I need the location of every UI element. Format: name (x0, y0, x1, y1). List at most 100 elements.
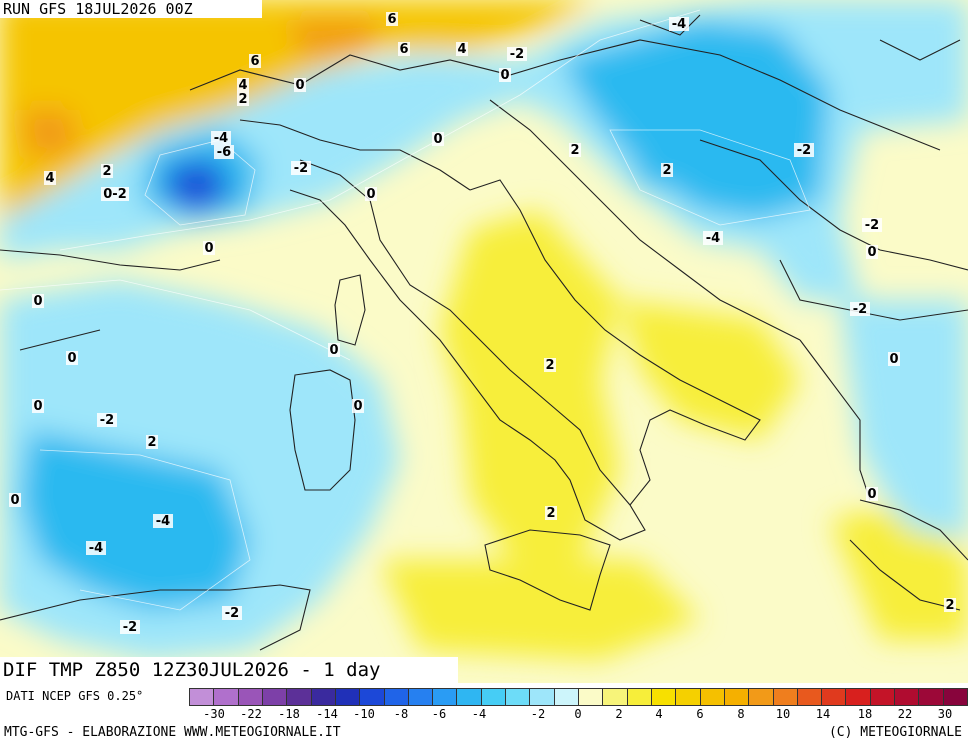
scale-swatch (821, 688, 847, 706)
scale-tick-label: 0 (574, 707, 582, 721)
scale-swatch (845, 688, 871, 706)
contour-label-bg (866, 487, 878, 501)
scale-tick-label: -10 (353, 707, 375, 721)
contour-label-bg (352, 399, 364, 413)
color-scale-labels: -30 -22 -18 -14 -10 -8 -6 -4 -2 0 2 4 6 8 10 14 18 22 30 (189, 707, 967, 723)
scale-swatch (213, 688, 239, 706)
scale-swatch (626, 688, 652, 706)
contour-label-bg (661, 163, 673, 177)
scale-swatch (480, 688, 507, 706)
contour-label-bg (211, 131, 231, 145)
contour-label-bg (545, 506, 557, 520)
contour-label: 4 (45, 171, 54, 186)
scale-swatch (407, 688, 434, 706)
scale-tick-label: -6 (431, 707, 447, 721)
contour-label: 0 (204, 241, 213, 256)
scale-tick-label: 6 (696, 707, 704, 721)
contour-label: -2 (865, 218, 879, 233)
contour-label: -2 (853, 302, 867, 317)
scale-tick-label: 10 (775, 707, 791, 721)
contour-label: -4 (156, 514, 170, 529)
scale-tick-label: 18 (857, 707, 873, 721)
contour-label-bg (850, 302, 870, 316)
contour-label-bg (9, 493, 21, 507)
contour-label-bg (703, 231, 723, 245)
contour-label: 0 (500, 68, 509, 83)
scale-swatch (796, 688, 823, 706)
contour-label-bg (97, 413, 117, 427)
scale-swatch (553, 688, 579, 706)
scale-swatch (699, 688, 725, 706)
scale-swatch (918, 688, 944, 706)
contour-label-bg (365, 187, 377, 201)
scale-swatch (310, 688, 336, 706)
scale-swatch (578, 688, 604, 706)
contour-label: 2 (238, 92, 247, 107)
contour-label-bg (866, 245, 878, 259)
contour-label-bg (669, 17, 689, 31)
contour-label: 0 (433, 132, 442, 147)
contour-label: 0 (10, 493, 19, 508)
contour-label: 6 (250, 54, 259, 69)
contour-label-bg (101, 164, 113, 178)
scale-tick-label: -30 (203, 707, 225, 721)
scale-tick-label: -4 (471, 707, 487, 721)
contour-label: -6 (217, 145, 231, 160)
contour-label-bg (499, 68, 511, 82)
scale-swatch (189, 688, 215, 706)
contour-label-bg (294, 78, 306, 92)
scale-swatch (869, 688, 896, 706)
scale-swatch (334, 688, 361, 706)
contour-label: 0 (366, 187, 375, 202)
contour-label-bg (44, 171, 56, 185)
contour-label: -4 (672, 17, 686, 32)
contour-label: 0 (353, 399, 362, 414)
scale-tick-label: 2 (615, 707, 623, 721)
contour-label-bg (398, 42, 410, 56)
contour-label-bg (86, 541, 106, 555)
contour-label-bg (328, 343, 340, 357)
contour-label-bg (203, 241, 215, 255)
contour-label-bg (214, 145, 234, 159)
contour-label-bg (101, 187, 129, 201)
contour-label-bg (222, 606, 242, 620)
contour-label: 0 (33, 399, 42, 414)
scale-swatch (237, 688, 263, 706)
contour-label: -2 (100, 413, 114, 428)
contour-label-bg (32, 294, 44, 308)
contour-label: 0 (867, 245, 876, 260)
contour-label: 2 (102, 164, 111, 179)
contour-label: 6 (387, 12, 396, 27)
scale-tick-label: -18 (278, 707, 300, 721)
contour-label: -2 (225, 606, 239, 621)
contour-label: -4 (706, 231, 720, 246)
contour-label-bg (432, 132, 444, 146)
scale-tick-label: -22 (240, 707, 262, 721)
contour-label: 0 (295, 78, 304, 93)
scale-swatch (675, 688, 701, 706)
scale-swatch (650, 688, 677, 706)
contour-label: 2 (545, 358, 554, 373)
contour-label-bg (794, 143, 814, 157)
contour-label: 4 (238, 78, 247, 93)
contour-label: 0 (33, 294, 42, 309)
contour-label: -4 (89, 541, 103, 556)
contour-label: 0 (329, 343, 338, 358)
scale-swatch (383, 688, 409, 706)
contour-label: 2 (570, 143, 579, 158)
contour-label: 0-2 (103, 187, 127, 202)
footer-credit-left: MTG-GFS - ELABORAZIONE WWW.METEOGIORNALE… (4, 725, 341, 740)
contour-label-bg (569, 143, 581, 157)
scale-tick-label: 14 (815, 707, 831, 721)
contour-label-bg (386, 12, 398, 26)
scale-tick-label: -2 (530, 707, 546, 721)
scale-swatch (942, 688, 968, 706)
contour-label-bg (888, 352, 900, 366)
scale-swatch (772, 688, 798, 706)
run-title: RUN GFS 18JUL2026 00Z (0, 0, 262, 18)
contour-label: -2 (510, 47, 524, 62)
contour-label-bg (237, 78, 249, 92)
contour-label: 2 (662, 163, 671, 178)
scale-tick-label: 22 (897, 707, 913, 721)
